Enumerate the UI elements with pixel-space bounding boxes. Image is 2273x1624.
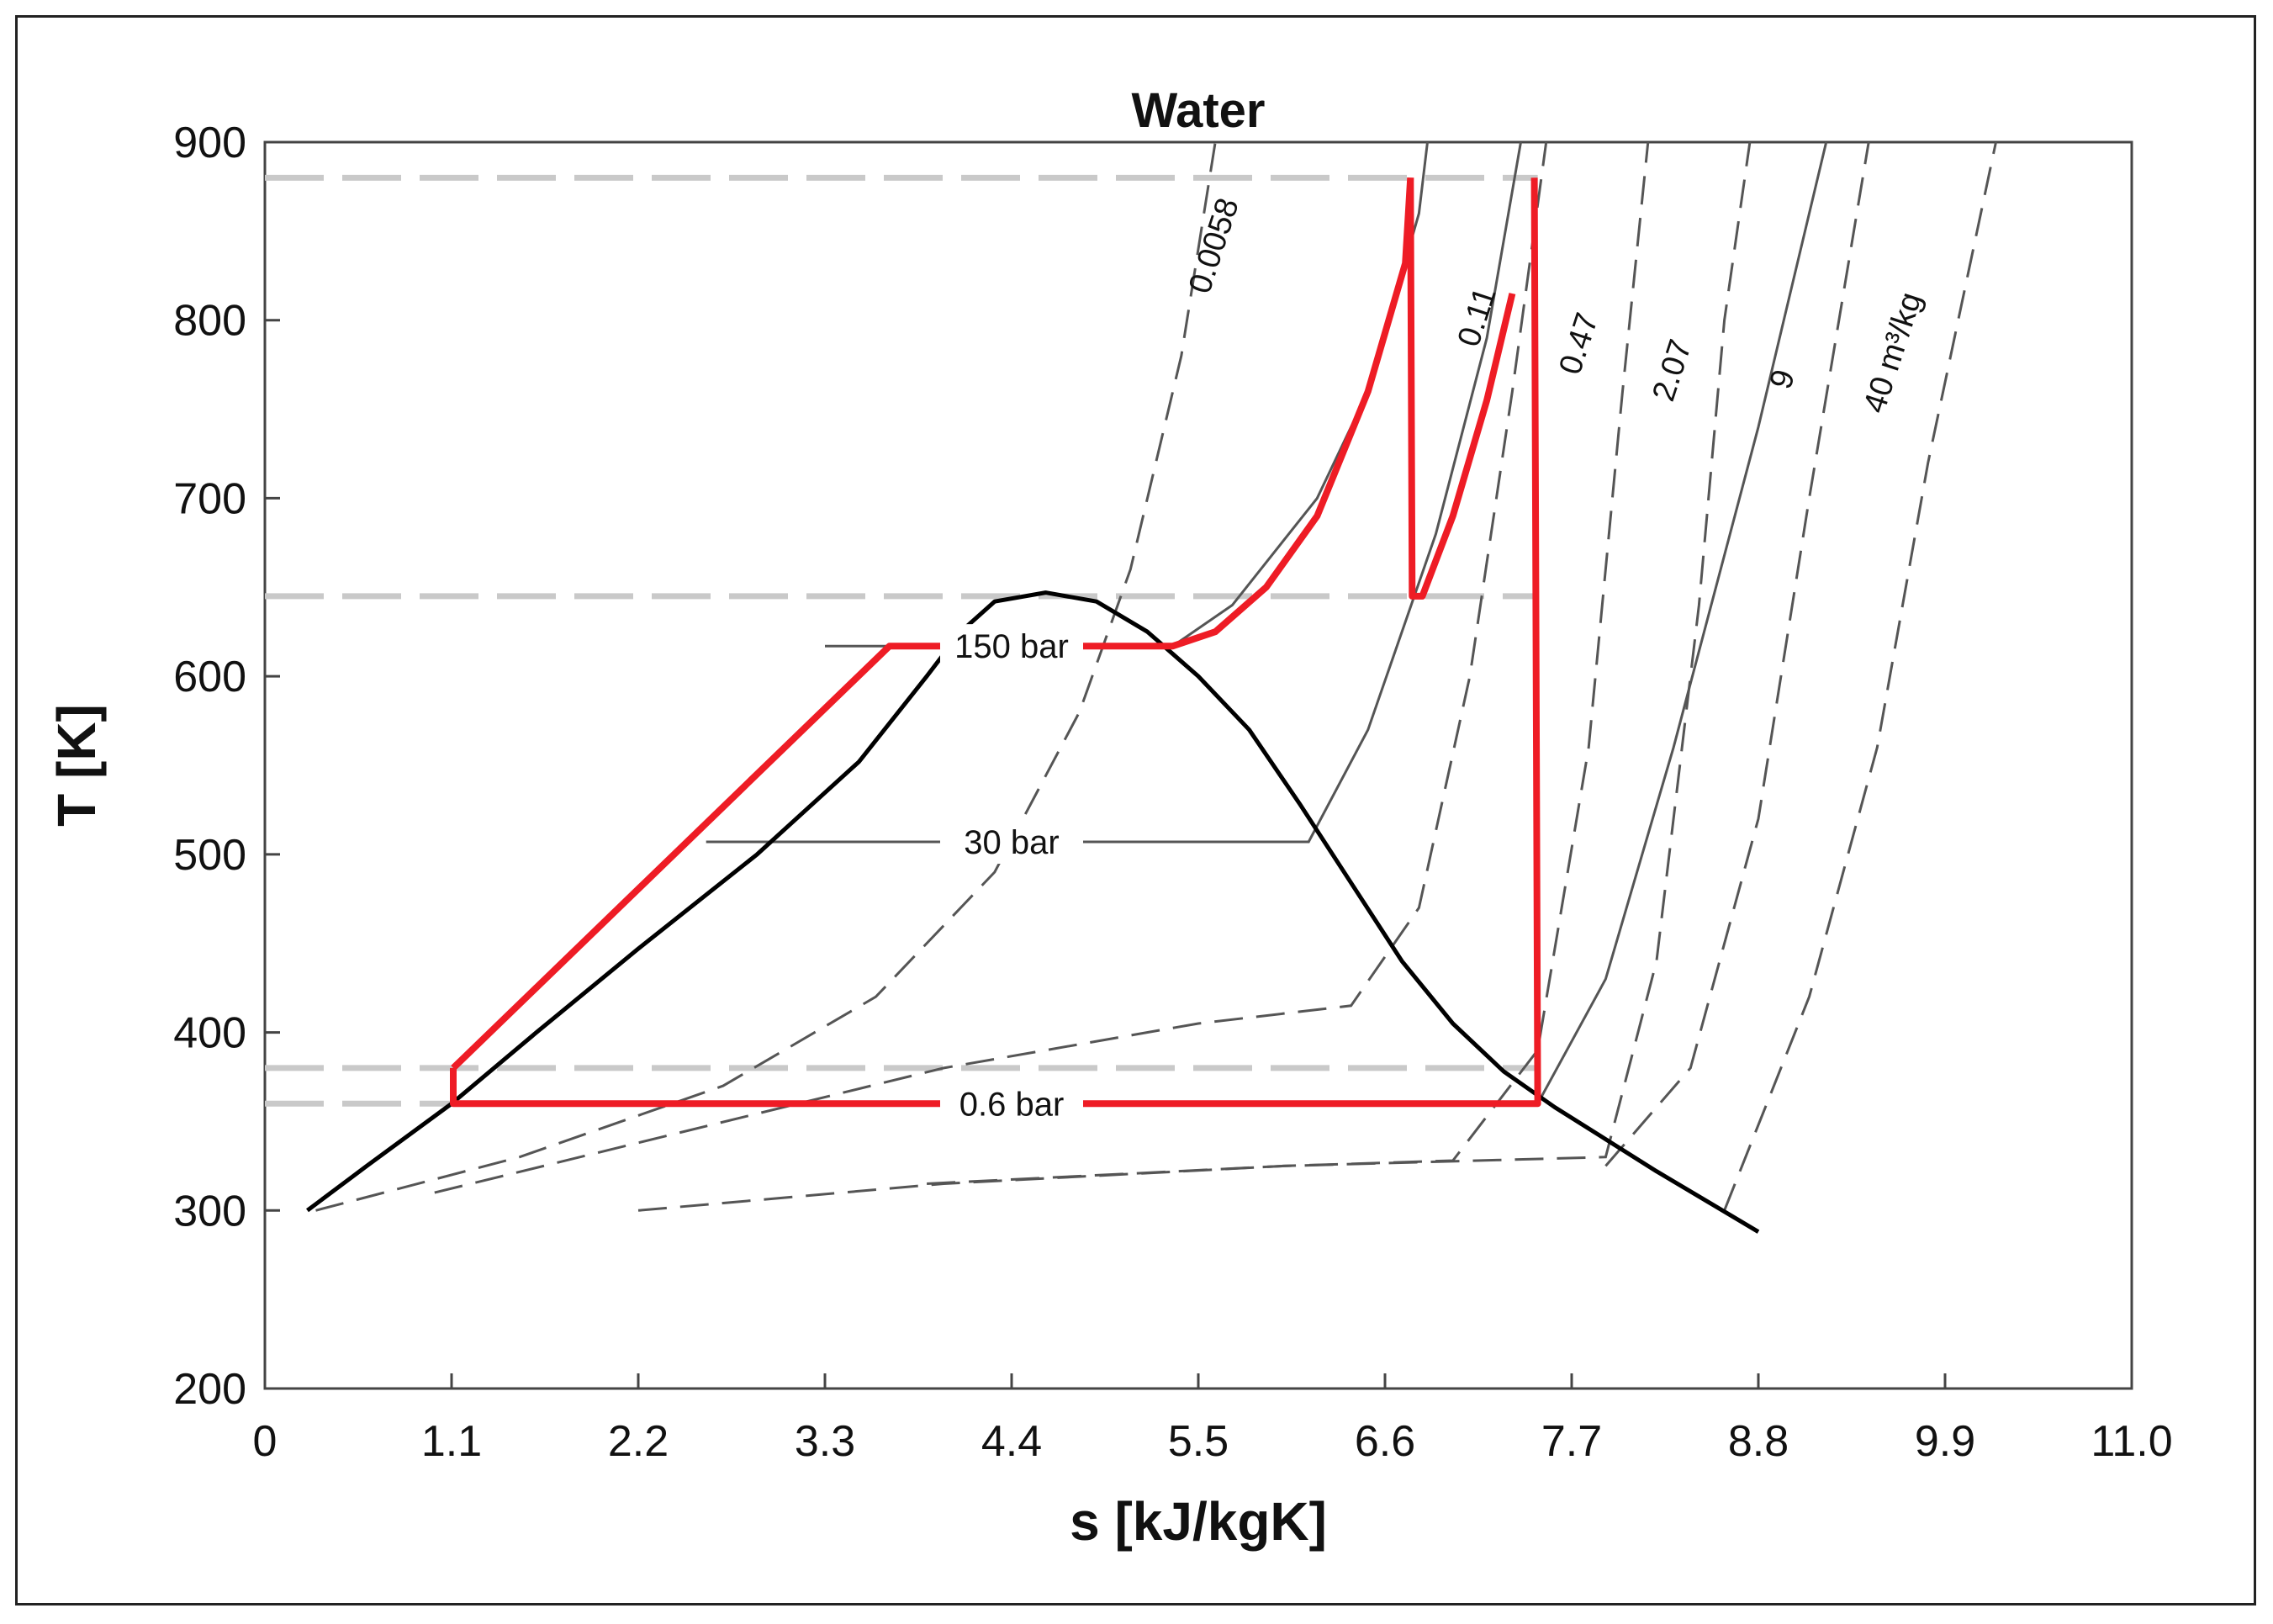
x-tick-label: 6.6 bbox=[1355, 1417, 1415, 1466]
y-tick-label: 700 bbox=[173, 474, 246, 523]
y-tick-label: 800 bbox=[173, 297, 246, 346]
x-tick-label: 4.4 bbox=[981, 1417, 1042, 1466]
y-tick-label: 300 bbox=[173, 1187, 246, 1235]
saturation-dome-curve bbox=[306, 590, 1760, 1234]
x-axis-ticks: 0 1.1 2.2 3.3 4.4 5.5 6.6 7.7 8.8 9.9 11.0 bbox=[253, 1373, 2173, 1466]
isochore-2.07 bbox=[927, 141, 1752, 1185]
y-axis-ticks: 200 300 400 500 600 700 800 900 bbox=[173, 119, 280, 1414]
isobar-label-bg bbox=[940, 1082, 1083, 1126]
x-tick-label: 9.9 bbox=[1915, 1417, 1975, 1466]
figure-frame: Water s [kJ/kgK] T [K] 150 bar 30 bar 0.6 … bbox=[15, 15, 2256, 1605]
isochore-9 bbox=[1604, 141, 1870, 1167]
ts-diagram: Water s [kJ/kgK] T [K] 150 bar 30 bar 0.6 … bbox=[46, 83, 2173, 1552]
isobar-label-bg bbox=[940, 820, 1083, 865]
x-tick-label: 0 bbox=[253, 1417, 278, 1466]
cycle-path-2 bbox=[1407, 177, 1516, 600]
y-tick-label: 200 bbox=[173, 1365, 246, 1414]
isochore-40 m³/kg bbox=[1723, 141, 1997, 1211]
isobar-label-30 bar: 30 bar bbox=[964, 824, 1059, 861]
chart-title: Water bbox=[1132, 83, 1266, 138]
isobar-label-bg bbox=[940, 624, 1083, 669]
x-tick-label: 5.5 bbox=[1168, 1417, 1229, 1466]
isobar-label-150 bar: 150 bar bbox=[954, 628, 1069, 665]
x-axis-label: s [kJ/kgK] bbox=[1070, 1491, 1327, 1552]
plot-area bbox=[263, 140, 2133, 1390]
x-tick-label: 11.0 bbox=[2091, 1417, 2172, 1466]
x-tick-label: 3.3 bbox=[795, 1417, 855, 1466]
y-axis-label: T [K] bbox=[46, 704, 107, 827]
isochore-0.0058 bbox=[315, 141, 1217, 1212]
isobar-label-0.6 bar: 0.6 bar bbox=[959, 1086, 1065, 1123]
cycle-path-1 bbox=[451, 177, 1414, 1071]
x-tick-label: 1.1 bbox=[421, 1417, 482, 1466]
x-tick-label: 7.7 bbox=[1541, 1417, 1602, 1466]
isochore-0.11 bbox=[434, 141, 1548, 1194]
x-tick-label: 8.8 bbox=[1728, 1417, 1789, 1466]
y-tick-label: 600 bbox=[173, 653, 246, 701]
y-tick-label: 400 bbox=[173, 1009, 246, 1058]
y-tick-label: 500 bbox=[173, 831, 246, 880]
isobar-30 bar bbox=[706, 141, 1522, 844]
x-tick-label: 2.2 bbox=[608, 1417, 669, 1466]
y-tick-label: 900 bbox=[173, 119, 246, 167]
saturation-dome bbox=[306, 590, 1760, 1234]
